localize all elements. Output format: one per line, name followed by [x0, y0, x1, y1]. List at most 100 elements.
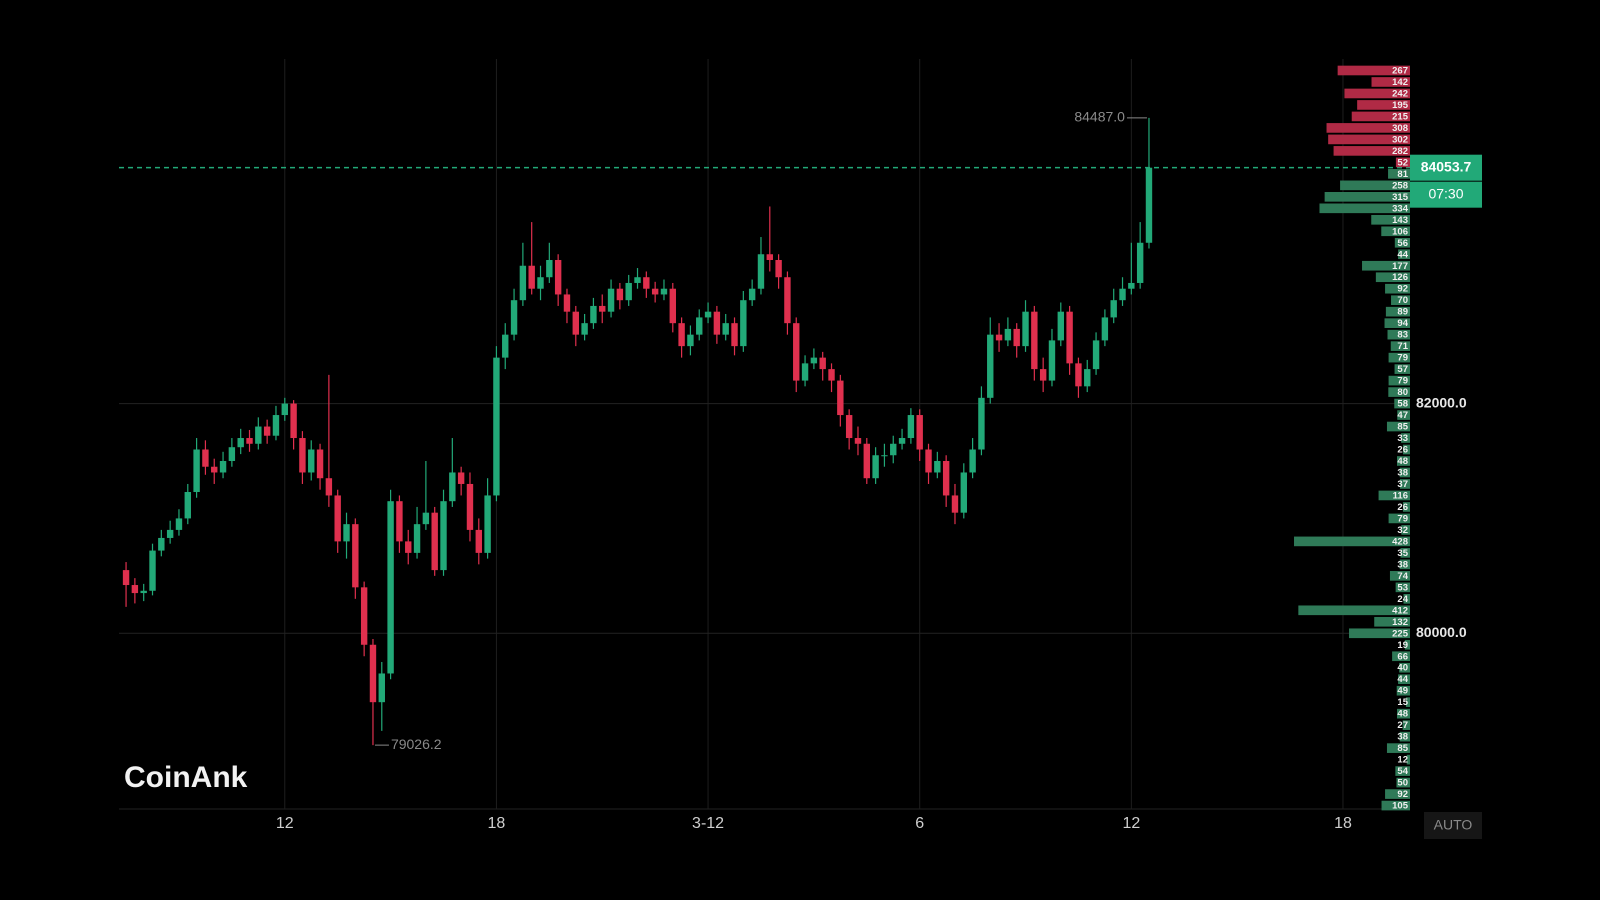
candle-body: [308, 449, 315, 473]
profile-bar: [1392, 651, 1410, 662]
candle-body: [696, 317, 703, 335]
profile-bar: [1385, 306, 1410, 317]
profile-label: 27: [1397, 720, 1408, 731]
profile-label: 33: [1397, 433, 1408, 444]
candle-body: [740, 300, 747, 347]
profile-bar: [1337, 65, 1410, 76]
candle-body: [775, 259, 782, 278]
profile-bar: [1395, 582, 1410, 593]
candles: [122, 117, 1153, 746]
profile-bar: [1394, 237, 1410, 248]
profile-bar: [1388, 352, 1410, 363]
profile-bar: [1357, 100, 1410, 110]
profile-bar: [1378, 490, 1410, 501]
profile-label: 52: [1397, 157, 1408, 168]
profile-bar: [1371, 214, 1410, 225]
profile-bar: [1398, 249, 1410, 260]
profile-label: 12: [1397, 755, 1408, 766]
profile-bar: [1349, 628, 1410, 639]
candle-body: [546, 259, 553, 278]
profile-bar: [1406, 754, 1410, 765]
candle-body: [942, 460, 950, 496]
candle-body: [396, 501, 403, 542]
candle-body: [907, 415, 915, 439]
candle-body: [237, 438, 244, 448]
x-tick-label: 6: [915, 815, 924, 832]
candle-body: [881, 455, 888, 457]
profile-label: 79: [1397, 376, 1408, 387]
candle-body: [122, 570, 130, 586]
candle-body: [766, 254, 773, 260]
profile-label: 66: [1397, 651, 1408, 662]
profile-bar: [1319, 203, 1410, 214]
profile-label: 35: [1397, 548, 1408, 559]
candle-body: [140, 590, 147, 594]
candle-body: [281, 403, 288, 416]
candle-body: [219, 460, 227, 473]
profile-label: 81: [1397, 169, 1408, 180]
profile-bar: [1384, 318, 1410, 328]
candle-body: [255, 426, 262, 444]
candle-body: [202, 449, 209, 467]
profile-bar: [1402, 502, 1410, 512]
candle-body: [387, 501, 394, 674]
candle-body: [131, 585, 139, 594]
candle-body: [643, 277, 650, 289]
candle-body: [669, 288, 676, 324]
profile-label: 38: [1397, 559, 1408, 570]
candle-body: [951, 495, 959, 513]
candle-body: [810, 357, 818, 364]
profile-label: 428: [1392, 536, 1408, 547]
candle-body: [960, 472, 967, 513]
profile-label: 79: [1397, 353, 1408, 364]
profile-label: 412: [1392, 605, 1408, 616]
last-price-label: 84053.7: [1421, 158, 1472, 174]
profile-label: 142: [1392, 77, 1408, 88]
profile-bar: [1381, 226, 1410, 237]
auto-button[interactable]: [1424, 812, 1482, 839]
profile-label: 53: [1397, 582, 1408, 593]
profile-label: 26: [1397, 502, 1408, 513]
profile-bar: [1385, 283, 1410, 294]
candle-body: [1075, 363, 1082, 387]
candle-body: [634, 277, 641, 283]
profile-bar: [1388, 513, 1410, 524]
volume-profile: 2671422421952153083022825281258315334143…: [1294, 66, 1410, 812]
candle-body: [510, 300, 518, 335]
candle-body: [263, 426, 271, 436]
candle-body: [352, 524, 359, 588]
candle-body: [863, 443, 870, 479]
profile-bar: [1395, 766, 1410, 776]
profile-label: 83: [1397, 330, 1408, 341]
candle-body: [1039, 369, 1047, 381]
profile-bar: [1386, 421, 1410, 432]
candle-body: [890, 443, 897, 456]
x-tick-label: 12: [276, 815, 294, 832]
profile-bar: [1326, 123, 1410, 133]
candle-body: [316, 449, 324, 479]
profile-bar: [1385, 789, 1410, 799]
candle-body: [969, 449, 976, 473]
candle-body: [519, 265, 527, 301]
profile-bar: [1394, 398, 1410, 409]
candle-body: [466, 483, 474, 530]
profile-bar: [1294, 536, 1410, 547]
profile-bar: [1394, 364, 1410, 374]
profile-bar: [1396, 777, 1410, 788]
candle-body: [457, 472, 465, 484]
candle-body: [1031, 311, 1038, 370]
candle-body: [246, 438, 253, 444]
candle-body: [660, 288, 668, 295]
profile-label: 32: [1397, 525, 1408, 536]
candle-body: [290, 403, 297, 439]
profile-bar: [1324, 192, 1410, 202]
candle-body: [1145, 167, 1153, 243]
auto-button-label[interactable]: AUTO: [1434, 817, 1473, 833]
profile-label: 47: [1397, 410, 1408, 421]
candle-body: [916, 415, 923, 450]
profile-label: 56: [1397, 238, 1408, 249]
candle-body: [378, 673, 385, 703]
candle-body: [493, 357, 500, 496]
